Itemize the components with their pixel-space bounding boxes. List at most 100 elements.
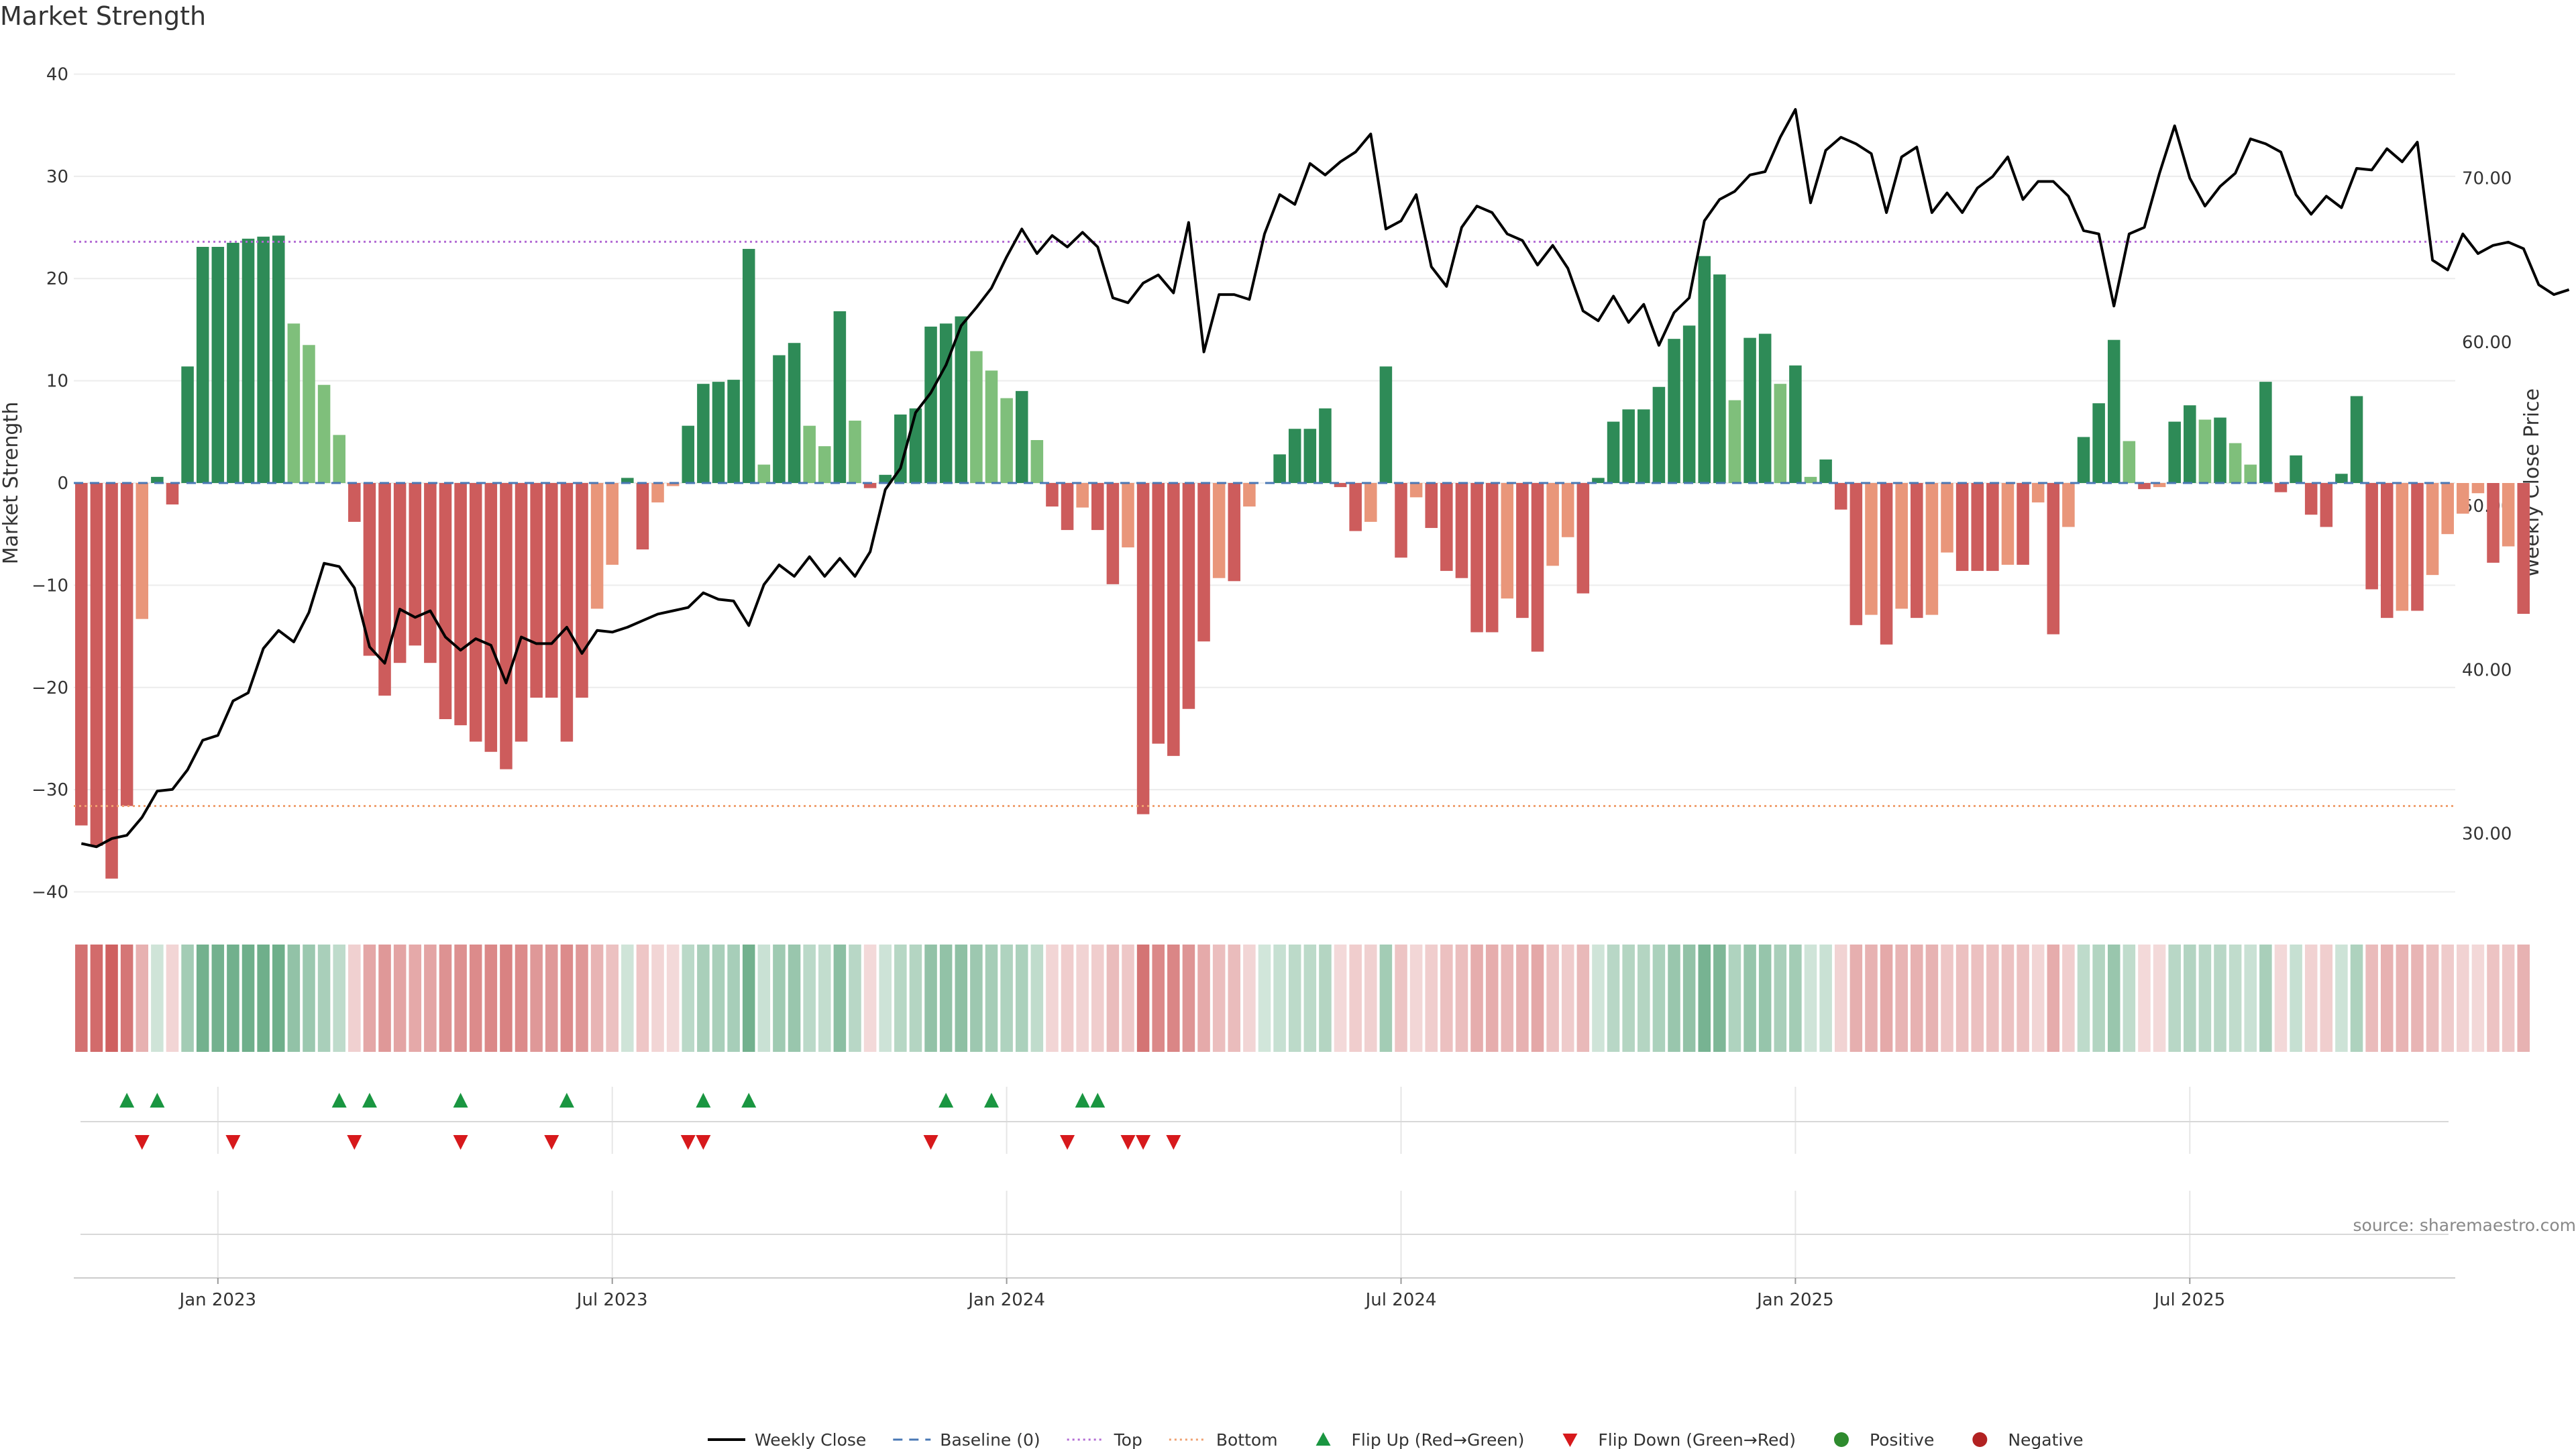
heat-cell: [75, 945, 88, 1052]
heat-cell: [757, 945, 771, 1052]
x-tick-label: Jan 2023: [178, 1290, 257, 1310]
strength-bar: [924, 326, 937, 483]
heat-cell: [1516, 945, 1529, 1052]
flip-down-marker: [225, 1135, 241, 1150]
strength-bar: [1349, 483, 1362, 531]
strength-bar: [1774, 384, 1787, 483]
strength-bar: [2457, 483, 2469, 514]
strength-bar: [211, 247, 225, 483]
y-tick-label-right: 30.00: [2462, 824, 2512, 845]
heat-cell: [849, 945, 861, 1052]
strength-bar: [2502, 483, 2515, 547]
strength-bar: [363, 483, 376, 656]
y-tick-label-left: −10: [32, 576, 68, 596]
heat-cell: [1273, 945, 1286, 1052]
strength-bar: [1668, 339, 1680, 483]
heat-cell: [1182, 945, 1195, 1052]
strength-bar: [1638, 409, 1650, 483]
legend-item: Bottom: [1169, 1430, 1278, 1449]
strength-bar: [409, 483, 422, 646]
strength-bar: [151, 476, 164, 483]
heat-cell: [2304, 945, 2318, 1052]
heat-cell: [2335, 945, 2348, 1052]
legend-label: Top: [1114, 1430, 1142, 1449]
strength-bar: [1030, 440, 1044, 483]
strength-bar: [1303, 429, 1317, 483]
weekly-close-line: [80, 108, 2570, 849]
heat-cell: [909, 945, 922, 1052]
heat-cell: [1682, 945, 1696, 1052]
heat-cell: [1395, 945, 1407, 1052]
flip-up-marker: [741, 1093, 757, 1108]
heat-cell: [1592, 945, 1605, 1052]
strength-bar: [515, 483, 528, 742]
strength-bar: [166, 483, 179, 504]
strength-bar: [257, 236, 270, 483]
heat-cell: [1470, 945, 1483, 1052]
strength-bar: [439, 483, 452, 719]
strength-bar: [2380, 483, 2394, 619]
heat-cell: [712, 945, 725, 1052]
heat-cell: [1015, 945, 1028, 1052]
flip-up-marker: [1075, 1093, 1090, 1108]
heat-cell: [469, 945, 482, 1052]
strength-bar: [454, 483, 467, 726]
legend-flip-up-icon: [1316, 1432, 1331, 1446]
heat-cell: [2017, 945, 2029, 1052]
heat-cell: [818, 945, 831, 1052]
heat-cell: [120, 945, 133, 1052]
strength-bar: [818, 446, 831, 483]
strength-bar: [2123, 441, 2136, 483]
flip-down-marker: [134, 1135, 150, 1150]
heat-cell: [1728, 945, 1741, 1052]
heat-cell: [606, 945, 619, 1052]
strength-bar: [879, 474, 892, 483]
heat-cell: [1789, 945, 1802, 1052]
strength-bar: [2487, 483, 2500, 563]
flip-up-marker: [362, 1093, 377, 1108]
strength-bar: [120, 483, 133, 806]
heat-cell: [1743, 945, 1756, 1052]
strength-bar: [2350, 396, 2363, 483]
heat-cell: [1349, 945, 1362, 1052]
heat-cell: [181, 945, 194, 1052]
strength-bar: [272, 235, 285, 483]
heat-cell: [1576, 945, 1590, 1052]
legend-circle-icon: [1833, 1432, 1849, 1447]
strength-bar: [863, 483, 877, 488]
heat-cell: [1774, 945, 1787, 1052]
heat-cell: [2031, 945, 2045, 1052]
legend-circle-icon: [1972, 1432, 1988, 1447]
strength-bar: [2198, 419, 2212, 483]
strength-bar: [2184, 405, 2196, 483]
strength-bar: [1152, 483, 1165, 744]
heat-cell: [2274, 945, 2288, 1052]
heat-cell: [773, 945, 786, 1052]
x-tick-label: Jul 2023: [576, 1290, 648, 1310]
strength-bar: [1592, 478, 1605, 483]
flip-down-marker: [1136, 1135, 1151, 1150]
heat-cell: [682, 945, 695, 1052]
strength-bar: [1106, 483, 1120, 584]
strength-bar: [1804, 476, 1817, 483]
heat-cell: [196, 945, 209, 1052]
heat-cell: [970, 945, 983, 1052]
heat-cell: [651, 945, 664, 1052]
heat-cell: [2471, 945, 2485, 1052]
heat-cell: [1440, 945, 1453, 1052]
flip-up-marker: [559, 1093, 574, 1108]
heat-cell: [1167, 945, 1180, 1052]
strength-bar: [1122, 483, 1134, 547]
strength-bar: [2214, 417, 2226, 483]
strength-bar: [1425, 483, 1438, 529]
strength-bar: [1364, 483, 1377, 522]
heat-cell: [1834, 945, 1847, 1052]
heat-cell: [1607, 945, 1620, 1052]
heat-cell: [1819, 945, 1832, 1052]
heat-cell: [2426, 945, 2439, 1052]
strength-bar: [1865, 483, 1878, 615]
heat-cell: [484, 945, 498, 1052]
heat-cell: [803, 945, 816, 1052]
strength-bar: [2077, 437, 2090, 483]
strength-bar: [2471, 483, 2485, 494]
